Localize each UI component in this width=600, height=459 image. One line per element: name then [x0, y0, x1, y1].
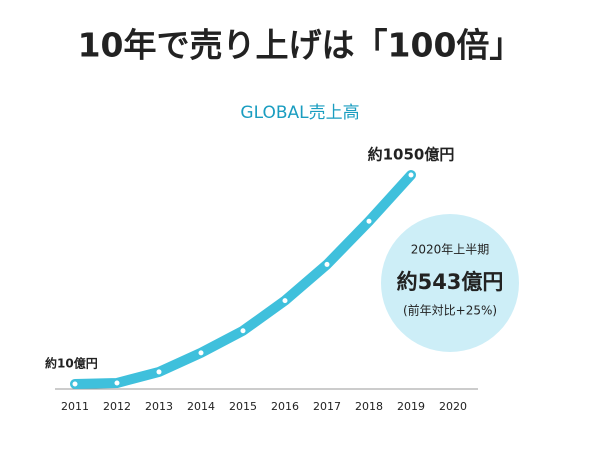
x-tick-label: 2019 — [397, 400, 425, 413]
data-point — [197, 349, 205, 357]
chart-subtitle: GLOBAL売上高 — [240, 103, 359, 123]
x-tick-label: 2013 — [145, 400, 173, 413]
x-tick-label: 2020 — [439, 400, 467, 413]
data-point — [365, 217, 373, 225]
x-tick-label: 2011 — [61, 400, 89, 413]
annotation-title: 2020年上半期 — [411, 243, 490, 257]
data-point — [323, 260, 331, 268]
x-tick-label: 2015 — [229, 400, 257, 413]
data-point — [281, 297, 289, 305]
x-tick-label: 2014 — [187, 400, 215, 413]
value-label: 約10億円 — [45, 355, 98, 370]
data-point — [407, 171, 415, 179]
data-point — [239, 327, 247, 335]
chart-title: 10年で売り上げは「100倍」 — [78, 26, 523, 65]
x-tick-label: 2016 — [271, 400, 299, 413]
value-label: 約1050億円 — [368, 146, 455, 164]
data-point — [71, 380, 79, 388]
annotation-note: (前年対比+25%) — [403, 303, 497, 318]
annotation-value: 約543億円 — [397, 270, 504, 294]
data-point — [155, 368, 163, 376]
annotation-bubble — [381, 214, 519, 352]
x-tick-label: 2018 — [355, 400, 383, 413]
data-point — [113, 379, 121, 387]
x-tick-label: 2012 — [103, 400, 131, 413]
x-tick-label: 2017 — [313, 400, 341, 413]
